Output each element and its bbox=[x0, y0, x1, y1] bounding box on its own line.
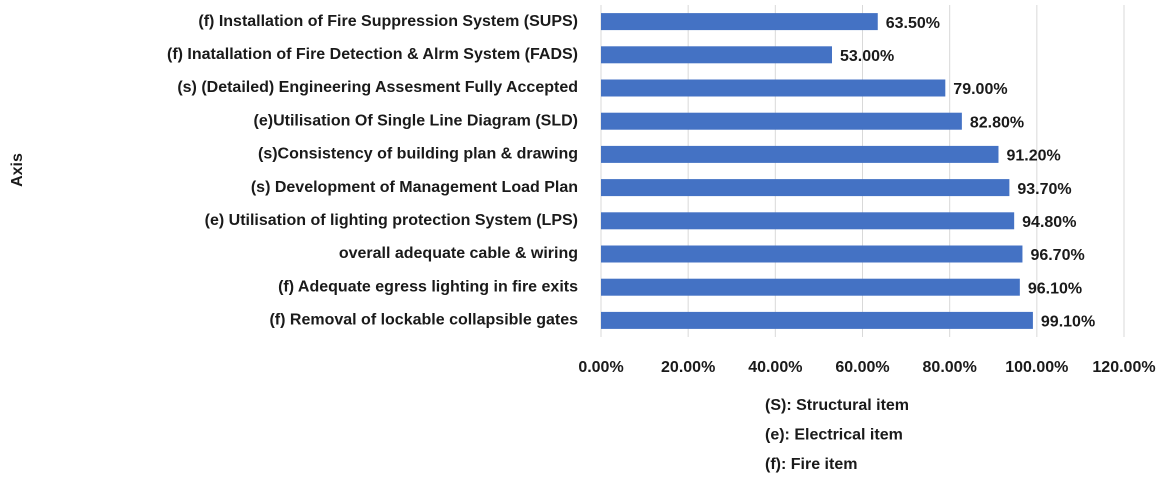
data-label: 99.10% bbox=[1041, 314, 1095, 331]
bar bbox=[601, 179, 1010, 197]
x-tick-label: 120.00% bbox=[1092, 359, 1155, 376]
x-tick-label: 40.00% bbox=[748, 359, 802, 376]
y-tick-label: (e)Utilisation Of Single Line Diagram (S… bbox=[254, 112, 578, 129]
x-tick-label: 20.00% bbox=[661, 359, 715, 376]
data-label: 94.80% bbox=[1022, 214, 1076, 231]
bar bbox=[601, 278, 1020, 296]
y-axis-label: Axis bbox=[9, 153, 26, 187]
data-label: 93.70% bbox=[1017, 181, 1071, 198]
bar bbox=[601, 245, 1023, 263]
bar bbox=[601, 212, 1015, 230]
bar bbox=[601, 311, 1033, 329]
note: (S): Structural item bbox=[765, 397, 909, 414]
bar bbox=[601, 145, 999, 163]
x-tick-label: 60.00% bbox=[835, 359, 889, 376]
data-label: 53.00% bbox=[840, 48, 894, 65]
note: (f): Fire item bbox=[765, 456, 857, 473]
data-label: 79.00% bbox=[953, 81, 1007, 98]
data-label: 96.10% bbox=[1028, 280, 1082, 297]
y-tick-label: (f) Removal of lockable collapsible gate… bbox=[269, 312, 578, 329]
y-tick-label: overall adequate cable & wiring bbox=[339, 245, 578, 262]
y-tick-label: (e) Utilisation of lighting protection S… bbox=[205, 212, 578, 229]
y-tick-label: (s)Consistency of building plan & drawin… bbox=[258, 146, 578, 163]
y-tick-label: (f) Adequate egress lighting in fire exi… bbox=[278, 278, 578, 295]
data-label: 63.50% bbox=[886, 15, 940, 32]
x-tick-label: 80.00% bbox=[923, 359, 977, 376]
bar bbox=[601, 13, 878, 31]
x-tick-label: 0.00% bbox=[578, 359, 623, 376]
y-tick-label: (s) Development of Management Load Plan bbox=[251, 179, 578, 196]
x-tick-label: 100.00% bbox=[1005, 359, 1068, 376]
data-label: 91.20% bbox=[1006, 148, 1060, 165]
note: (e): Electrical item bbox=[765, 427, 903, 444]
y-tick-label: (s) (Detailed) Engineering Assesment Ful… bbox=[177, 79, 578, 96]
bar bbox=[601, 46, 832, 64]
y-tick-label: (f) Installation of Fire Suppression Sys… bbox=[198, 13, 578, 30]
y-tick-label: (f) Inatallation of Fire Detection & Alr… bbox=[167, 46, 578, 63]
data-label: 96.70% bbox=[1030, 247, 1084, 264]
bar bbox=[601, 112, 962, 130]
data-label: 82.80% bbox=[970, 114, 1024, 131]
bar bbox=[601, 79, 946, 97]
